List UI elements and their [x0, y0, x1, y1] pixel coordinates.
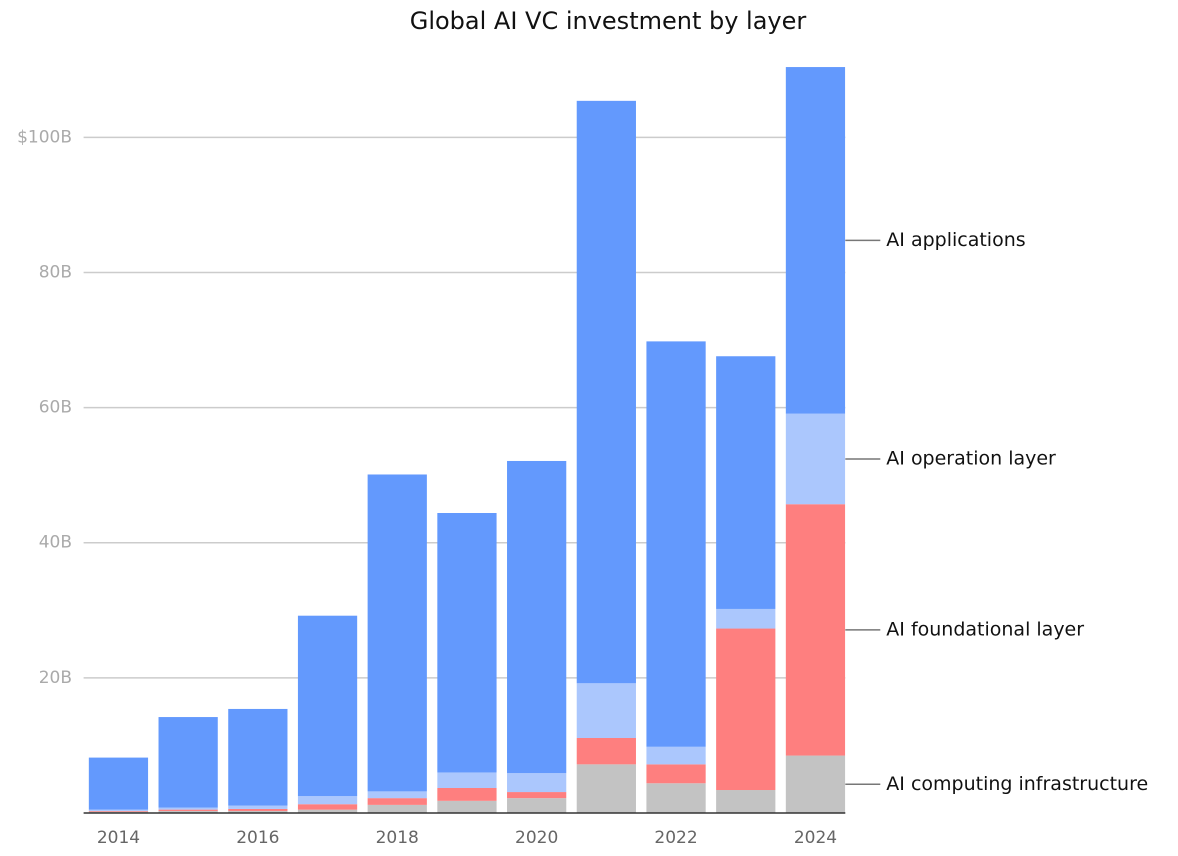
y-tick-label: 60B — [39, 398, 72, 418]
bar-segment — [367, 474, 427, 792]
bar-segment — [507, 773, 567, 793]
x-tick-label: 2024 — [794, 828, 837, 848]
bar-segment — [646, 746, 706, 765]
bar-segment — [158, 807, 218, 810]
bar-segment — [437, 800, 497, 813]
bar-segment — [785, 755, 846, 813]
bar-segment — [716, 356, 776, 609]
y-tick-label: 40B — [39, 533, 72, 553]
bar-segment — [785, 504, 846, 756]
bar-segment — [646, 341, 706, 747]
chart-title: Global AI VC investment by layer — [410, 7, 807, 35]
bar-segment — [297, 804, 358, 810]
bar-segment — [646, 764, 706, 784]
bar-segment — [576, 100, 636, 684]
legend-label: AI computing infrastructure — [886, 773, 1148, 795]
bar-segment — [507, 460, 567, 774]
legend-label: AI foundational layer — [886, 618, 1084, 640]
y-tick-label: $100B — [17, 127, 72, 147]
y-tick-label: 20B — [39, 668, 72, 688]
bar-segment — [507, 798, 567, 813]
x-tick-label: 2014 — [97, 828, 140, 848]
bar-segment — [88, 810, 149, 812]
bar-segment — [507, 792, 567, 799]
legend-label: AI operation layer — [886, 447, 1056, 469]
bar-segment — [158, 717, 218, 808]
bar-segment — [297, 809, 358, 813]
bar-segment — [716, 608, 776, 629]
bar-segment — [88, 757, 149, 810]
bar-segment — [367, 804, 427, 813]
bar-segment — [437, 788, 497, 801]
bar-segment — [437, 772, 497, 788]
bar-segment — [297, 796, 358, 805]
bar-segment — [228, 808, 288, 811]
bar-segment — [576, 683, 636, 738]
bar-segment — [228, 805, 288, 809]
bar-segment — [437, 513, 497, 773]
bar-segment — [367, 798, 427, 805]
bar-segment — [367, 791, 427, 799]
bar-segment — [716, 790, 776, 813]
bar-segment — [88, 809, 149, 811]
bar-segment — [158, 810, 218, 813]
bar-segment — [228, 708, 288, 806]
legend-label: AI applications — [886, 229, 1025, 251]
bar-segment — [297, 615, 358, 797]
x-tick-label: 2016 — [236, 828, 279, 848]
bar-segment — [785, 413, 846, 505]
bar-segment — [785, 67, 846, 414]
bar-segment — [576, 738, 636, 765]
x-tick-label: 2018 — [376, 828, 419, 848]
bar-segment — [228, 810, 288, 813]
x-tick-label: 2020 — [515, 828, 558, 848]
bar-segment — [576, 764, 636, 813]
bar-segment — [646, 783, 706, 813]
bar-segment — [158, 809, 218, 811]
x-tick-label: 2022 — [654, 828, 697, 848]
y-tick-label: 80B — [39, 262, 72, 282]
bar-segment — [716, 628, 776, 791]
